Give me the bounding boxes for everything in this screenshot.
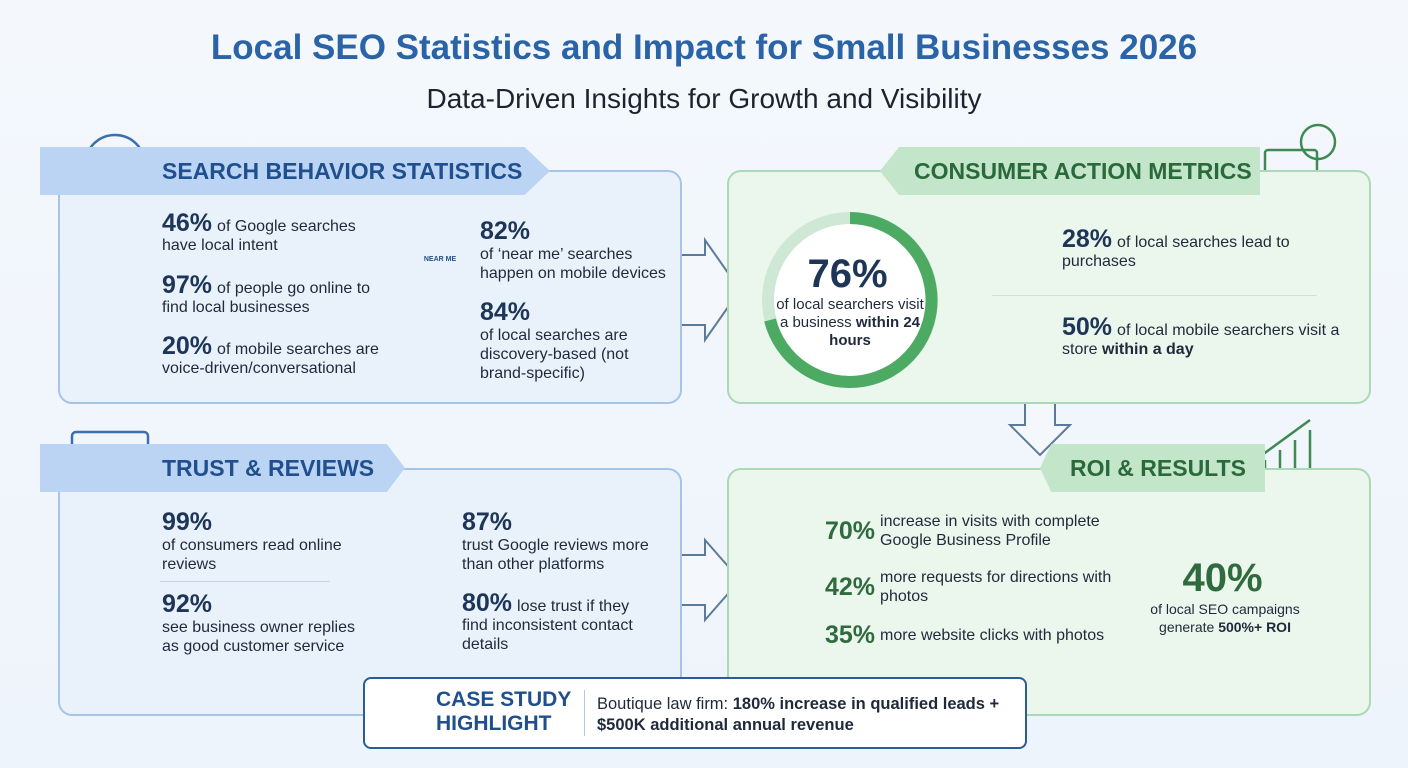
stat-bold: within a day — [1102, 341, 1194, 358]
stat-text: of local searches lead to purchases — [1062, 234, 1290, 270]
section-heading: SEARCH BEHAVIOR STATISTICS — [40, 147, 550, 195]
stat-text: more website clicks with photos — [880, 627, 1105, 644]
stat-text: more requests for directions with photos — [880, 569, 1112, 605]
stat-text: of mobile searches are voice-driven/conv… — [162, 341, 379, 377]
icon-label: NEAR ME — [423, 256, 457, 263]
stat-figure: 28% — [1062, 225, 1113, 253]
case-study-text: Boutique law firm: 180% increase in qual… — [597, 694, 1017, 736]
stat: 97% of people go online to find local bus… — [162, 273, 377, 317]
stat: 42% more requests for directions with pho… — [825, 568, 1125, 606]
stat-text: of local searchers visit a business — [776, 296, 924, 331]
stat: 70% increase in visits with complete Goog… — [825, 512, 1135, 550]
stat-figure: 92% — [162, 590, 213, 618]
case-study-box — [363, 677, 1027, 749]
ring-stat: 40% of local SEO campaigns generate 500%+… — [1150, 556, 1300, 636]
stat-figure: 20% — [162, 332, 213, 360]
subtitle: Data-Driven Insights for Growth and Visi… — [426, 83, 982, 114]
title: Local SEO Statistics and Impact for Smal… — [210, 28, 1198, 67]
stat: 87% trust Google reviews more than other … — [462, 508, 672, 574]
stat-text: see business owner replies as good custo… — [162, 619, 355, 655]
stat: 80% lose trust if they find inconsistent … — [462, 591, 642, 654]
stat-figure: 76% — [807, 252, 888, 296]
case-study-label: CASE STUDY HIGHLIGHT — [436, 688, 571, 735]
stat-bold: 500%+ ROI — [1218, 619, 1291, 635]
stat: 20% of mobile searches are voice-driven/c… — [162, 334, 402, 378]
stat-text: increase in visits with complete Google … — [880, 513, 1100, 549]
stat: 35% more website clicks with photos — [825, 621, 1135, 649]
ring-arc — [764, 212, 938, 388]
stat-text: of Google searches have local intent — [162, 218, 356, 254]
stat-figure: 80% — [462, 589, 513, 617]
divider — [584, 690, 585, 736]
stat-figure: 99% — [162, 508, 213, 536]
stat-text: of local mobile searchers visit a store — [1062, 322, 1340, 358]
stat: 28% of local searches lead to purchases — [1062, 227, 1312, 271]
ring-stat: 76% of local searchers visit a business w… — [770, 252, 930, 350]
stat-figure: 46% — [162, 209, 213, 237]
stat-bold: within 24 hours — [829, 314, 921, 349]
stat-figure: 97% — [162, 271, 213, 299]
stat: 46% of Google searches have local intent — [162, 211, 387, 255]
stat-figure: 84% — [480, 298, 531, 326]
stat-text: of local SEO campaigns generate — [1150, 601, 1300, 635]
stat-figure: 42% — [825, 572, 876, 601]
panel — [58, 170, 682, 404]
stat-figure: 40% — [1182, 556, 1263, 600]
panel — [727, 468, 1371, 716]
divider — [160, 581, 330, 582]
section-heading: ROI & RESULTS — [1040, 444, 1265, 492]
stat-figure: 82% — [480, 217, 531, 245]
stat-text: lose trust if they find inconsistent con… — [462, 598, 633, 653]
stat-text: of consumers read online reviews — [162, 537, 342, 573]
stat-figure: 50% — [1062, 313, 1113, 341]
stat: 99% of consumers read online reviews — [162, 508, 342, 574]
stat-figure: 87% — [462, 508, 513, 536]
section-heading: TRUST & REVIEWS — [40, 444, 405, 492]
stat: 50% of local mobile searchers visit a sto… — [1062, 315, 1352, 359]
stat: 84% of local searches are discovery-based… — [480, 298, 640, 383]
case-bold: 180% increase in qualified leads + $500K… — [597, 695, 1000, 734]
stat-text: of ‘near me’ searches happen on mobile d… — [480, 246, 666, 282]
stat-text: of people go online to find local busine… — [162, 280, 371, 316]
stat-figure: 70% — [825, 516, 876, 545]
stat-text: of local searches are discovery-based (n… — [480, 327, 629, 382]
arrow — [1007, 400, 1073, 457]
stat: 92% see business owner replies as good cu… — [162, 590, 372, 656]
stat: 82% of ‘near me’ searches happen on mobil… — [480, 217, 680, 283]
stat-text: trust Google reviews more than other pla… — [462, 537, 649, 573]
clock-icon — [1299, 123, 1337, 161]
divider — [992, 295, 1317, 296]
case-text: Boutique law firm: — [597, 695, 729, 713]
section-heading: CONSUMER ACTION METRICS — [880, 147, 1260, 195]
stat-figure: 35% — [825, 621, 876, 649]
